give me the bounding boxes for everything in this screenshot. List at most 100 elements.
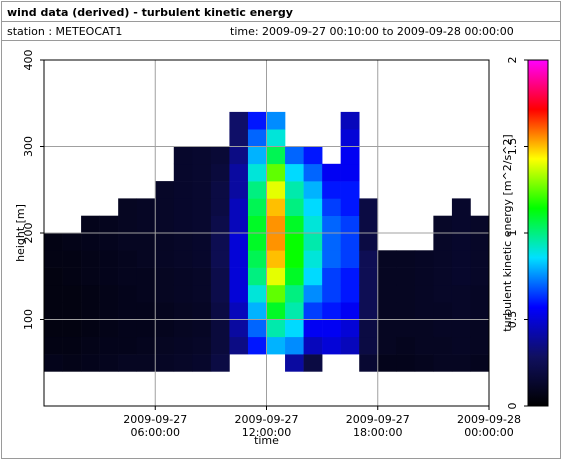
heat-cell — [322, 336, 341, 355]
plot-frame — [43, 59, 490, 407]
heat-cell — [377, 284, 397, 303]
heat-cell — [118, 215, 138, 234]
heat-cell — [155, 319, 175, 338]
heat-cell — [414, 302, 434, 320]
heat-cell — [136, 336, 156, 355]
heat-cell — [99, 250, 119, 268]
heat-cell — [433, 284, 453, 303]
heat-cell — [303, 354, 323, 372]
heat-cell — [340, 215, 360, 234]
heat-cell — [470, 336, 490, 355]
heat-cell — [451, 215, 471, 234]
heat-cell — [285, 181, 304, 199]
heat-cell — [192, 181, 212, 199]
heat-cell — [359, 233, 379, 251]
x-tick-label: 2009-09-27 12:00:00 — [234, 413, 299, 439]
heat-cell — [81, 319, 100, 338]
heat-cell — [192, 336, 212, 355]
heat-cell — [192, 198, 212, 216]
heat-cell — [266, 284, 286, 303]
heat-cell — [303, 302, 323, 320]
heat-cell — [451, 354, 471, 372]
heat-cell — [266, 215, 286, 234]
heat-cell — [173, 267, 193, 286]
heat-cell — [340, 198, 360, 216]
heat-cell — [451, 336, 471, 355]
heat-cell — [470, 302, 490, 320]
colorbar-tick-label: 1 — [506, 230, 519, 237]
heat-cell — [62, 233, 82, 251]
heat-cell — [303, 267, 323, 286]
heat-cell — [247, 146, 267, 165]
heat-cell — [229, 284, 249, 303]
heat-cell — [173, 146, 193, 165]
heat-cell — [136, 250, 156, 268]
y-tick-label: 100 — [22, 309, 35, 330]
heat-cell — [377, 250, 397, 268]
heat-cell — [470, 354, 490, 372]
heat-cell — [173, 163, 193, 182]
heat-cell — [433, 336, 453, 355]
heat-cell — [44, 302, 63, 320]
heat-cell — [155, 250, 175, 268]
heat-cell — [173, 215, 193, 234]
heat-cell — [44, 233, 63, 251]
heat-cell — [118, 233, 138, 251]
heat-cell — [377, 354, 397, 372]
heat-cell — [247, 163, 267, 182]
heat-cell — [470, 233, 490, 251]
heat-cell — [210, 319, 230, 338]
heat-cell — [81, 302, 100, 320]
heat-cell — [359, 336, 379, 355]
heat-cell — [396, 319, 416, 338]
heat-cell — [377, 302, 397, 320]
heat-cell — [247, 250, 267, 268]
heat-cell — [229, 129, 249, 147]
heat-cell — [229, 111, 249, 130]
heat-cell — [285, 302, 304, 320]
heat-cell — [451, 198, 471, 216]
heat-cell — [62, 354, 82, 372]
heat-cell — [266, 111, 286, 130]
heat-cell — [118, 319, 138, 338]
heat-cell — [433, 215, 453, 234]
heat-cell — [155, 336, 175, 355]
rule — [2, 21, 560, 22]
heat-cell — [433, 302, 453, 320]
heat-cell — [247, 181, 267, 199]
heat-cell — [359, 267, 379, 286]
y-tick-label: 400 — [22, 50, 35, 71]
heat-cell — [229, 146, 249, 165]
heat-cell — [247, 215, 267, 234]
heat-cell — [266, 319, 286, 338]
heat-cell — [173, 284, 193, 303]
heat-cell — [192, 284, 212, 303]
heat-cell — [81, 284, 100, 303]
heat-cell — [266, 129, 286, 147]
heat-cell — [99, 233, 119, 251]
heat-cell — [136, 267, 156, 286]
heat-cell — [155, 215, 175, 234]
heat-cell — [173, 250, 193, 268]
heat-cell — [285, 233, 304, 251]
heat-cell — [81, 233, 100, 251]
heat-cell — [322, 284, 341, 303]
heat-cell — [340, 163, 360, 182]
heat-cell — [285, 336, 304, 355]
heat-cell — [136, 354, 156, 372]
colorbar-tick-label: 0.5 — [506, 311, 519, 329]
heat-cell — [266, 198, 286, 216]
heat-cell — [229, 181, 249, 199]
heat-cell — [340, 146, 360, 165]
period: time: 2009-09-27 00:10:00 to 2009-09-28 … — [230, 25, 514, 38]
heat-cell — [81, 250, 100, 268]
heat-cell — [118, 250, 138, 268]
heat-cell — [340, 111, 360, 130]
heat-cell — [303, 146, 323, 165]
heat-cell — [62, 302, 82, 320]
heat-cell — [340, 302, 360, 320]
heat-cell — [340, 129, 360, 147]
